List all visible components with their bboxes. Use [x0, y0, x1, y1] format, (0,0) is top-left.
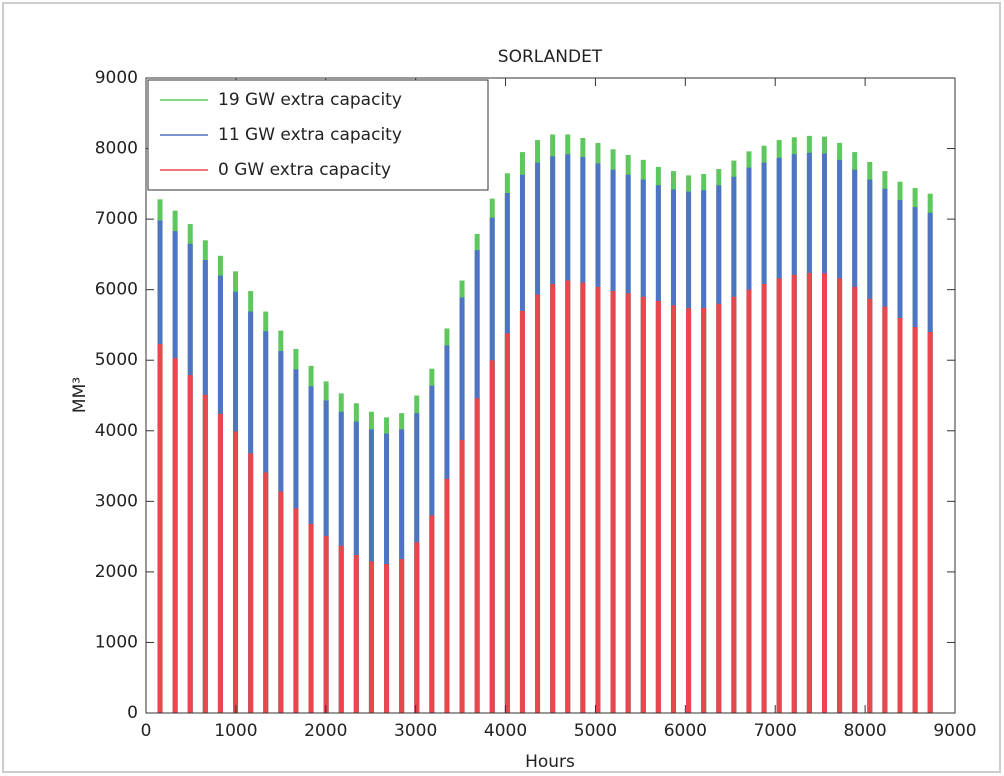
bar	[519, 310, 525, 713]
bar	[670, 305, 676, 713]
bar	[837, 278, 843, 713]
bar	[746, 289, 752, 713]
bar	[625, 293, 631, 713]
bar	[882, 306, 888, 713]
bar	[550, 284, 556, 713]
bar	[806, 272, 812, 713]
x-tick-label: 8000	[843, 721, 886, 741]
x-tick-label: 4000	[484, 721, 527, 741]
bar	[293, 508, 299, 713]
bar	[535, 294, 541, 713]
x-axis-label: Hours	[525, 752, 575, 772]
bar	[263, 472, 269, 713]
bar	[686, 308, 692, 713]
bar	[459, 439, 465, 713]
bar	[580, 282, 586, 713]
bar	[867, 298, 873, 713]
bar	[384, 564, 390, 713]
bar	[248, 453, 254, 713]
x-tick-label: 0	[141, 721, 152, 741]
bar	[217, 413, 223, 713]
y-tick-label: 0	[127, 703, 138, 723]
legend-label: 11 GW extra capacity	[218, 125, 402, 145]
x-tick-label: 3000	[394, 721, 437, 741]
y-tick-label: 6000	[95, 280, 138, 300]
x-tick-label: 2000	[304, 721, 347, 741]
legend-label: 0 GW extra capacity	[218, 160, 391, 180]
x-tick-label: 6000	[664, 721, 707, 741]
bar	[852, 286, 858, 713]
x-tick-label: 9000	[933, 721, 976, 741]
bar	[308, 523, 314, 713]
bar	[157, 343, 163, 713]
bar	[927, 332, 933, 713]
y-tick-label: 1000	[95, 632, 138, 652]
x-tick-label: 5000	[574, 721, 617, 741]
y-tick-label: 2000	[95, 562, 138, 582]
bar	[187, 375, 193, 713]
bar	[323, 535, 329, 713]
bar	[595, 286, 601, 713]
bar	[368, 561, 374, 713]
bar	[444, 478, 450, 713]
y-tick-label: 7000	[95, 209, 138, 229]
bar	[172, 358, 178, 713]
x-tick-label: 7000	[754, 721, 797, 741]
bar	[821, 273, 827, 713]
legend-label: 19 GW extra capacity	[218, 90, 402, 110]
y-tick-label: 5000	[95, 350, 138, 370]
y-axis-label: MM³	[70, 377, 90, 413]
axes-box	[145, 77, 956, 714]
y-tick-label: 3000	[95, 491, 138, 511]
bar	[504, 333, 510, 713]
bar	[791, 274, 797, 713]
bar	[565, 280, 571, 713]
bar	[912, 327, 918, 713]
bar	[202, 394, 208, 713]
bar	[489, 360, 495, 713]
bar	[278, 491, 284, 713]
bar	[429, 515, 435, 713]
bar	[897, 317, 903, 713]
bar	[640, 296, 646, 713]
bar	[353, 554, 359, 713]
bar	[474, 398, 480, 713]
bar	[716, 303, 722, 713]
bar	[761, 284, 767, 713]
x-tick-label: 1000	[214, 721, 257, 741]
bar	[338, 545, 344, 713]
bar	[414, 542, 420, 713]
bar	[610, 291, 616, 713]
y-tick-label: 9000	[95, 68, 138, 88]
bar	[233, 431, 239, 713]
y-tick-label: 8000	[95, 139, 138, 159]
bar	[655, 300, 661, 713]
y-tick-label: 4000	[95, 421, 138, 441]
bar	[731, 296, 737, 713]
bar	[701, 308, 707, 713]
bar	[776, 278, 782, 713]
chart-title: SORLANDET	[498, 47, 603, 67]
bar	[399, 559, 405, 713]
